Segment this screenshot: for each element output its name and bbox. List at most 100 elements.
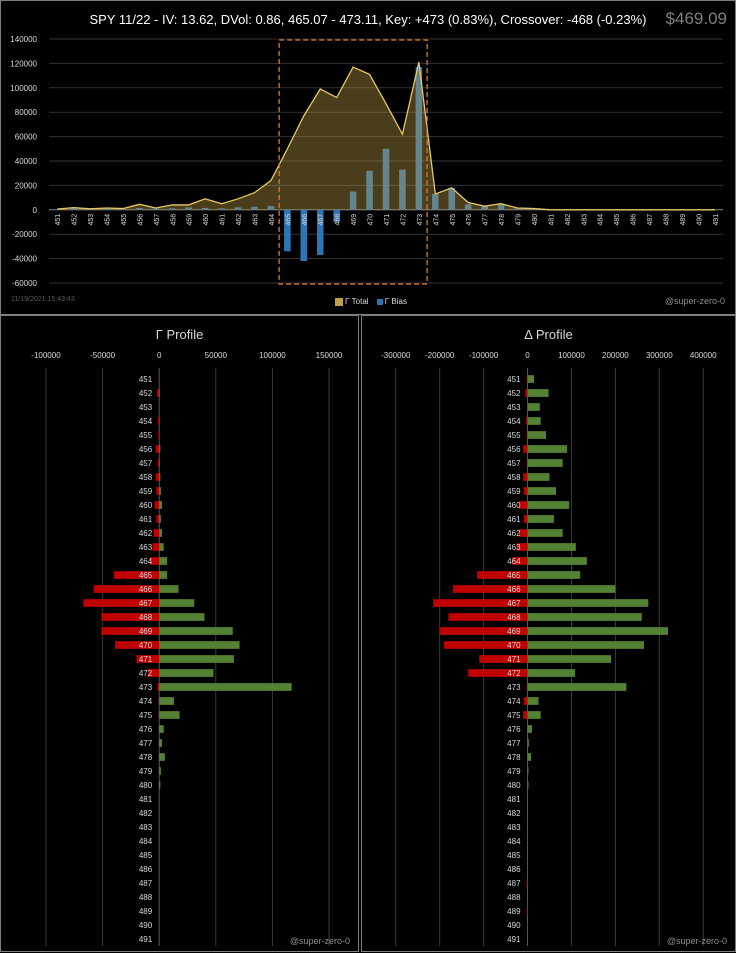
strike-label: 468: [139, 613, 153, 622]
negative-bar: [527, 431, 528, 439]
strike-label: 480: [507, 781, 521, 790]
positive-bar: [528, 711, 541, 719]
positive-bar: [528, 431, 546, 439]
strike-label: 457: [139, 459, 153, 468]
negative-bar: [526, 417, 527, 425]
strike-label: 455: [507, 431, 521, 440]
strike-label: 451: [139, 375, 153, 384]
gamma-total-chart-panel: SPY 11/22 - IV: 13.62, DVol: 0.86, 465.0…: [0, 0, 736, 315]
x-tick-label: 484: [598, 214, 605, 226]
negative-bar: [115, 641, 159, 649]
positive-bar: [159, 585, 178, 593]
strike-label: 489: [507, 907, 521, 916]
positive-bar: [159, 487, 161, 495]
strike-label: 491: [507, 935, 521, 944]
positive-bar: [159, 571, 167, 579]
x-tick-label: 480: [532, 214, 539, 226]
x-tick-label: 476: [466, 214, 473, 226]
positive-bar: [159, 767, 161, 775]
negative-bar: [152, 543, 159, 551]
x-tick-label: 479: [516, 214, 523, 226]
x-tick-label: -100000: [469, 351, 499, 360]
legend-total-label: Γ Total: [345, 297, 369, 306]
positive-bar: [159, 515, 161, 523]
strike-label: 452: [139, 389, 153, 398]
y-tick-label: 120000: [10, 59, 37, 68]
negative-bar: [158, 431, 159, 439]
negative-bar: [523, 445, 527, 453]
credit-top: @super-zero-0: [665, 296, 725, 306]
y-tick-label: -20000: [12, 230, 37, 239]
x-tick-label: 456: [137, 214, 144, 226]
strike-label: 467: [507, 599, 521, 608]
x-tick-label: 477: [483, 214, 490, 226]
x-tick-label: 472: [400, 214, 407, 226]
x-tick-label: -100000: [31, 351, 61, 360]
positive-bar: [528, 459, 563, 467]
positive-bar: [159, 641, 239, 649]
strike-label: 463: [507, 543, 521, 552]
positive-bar: [528, 557, 587, 565]
x-tick-label: 465: [285, 214, 292, 226]
positive-bar: [528, 501, 570, 509]
strike-label: 486: [139, 865, 153, 874]
x-tick-label: 489: [680, 214, 687, 226]
x-tick-label: 458: [170, 214, 177, 226]
x-tick-label: 0: [525, 351, 530, 360]
positive-bar: [528, 697, 539, 705]
x-tick-label: 150000: [316, 351, 343, 360]
strike-label: 464: [507, 557, 521, 566]
positive-bar: [159, 389, 160, 397]
positive-bar: [528, 753, 532, 761]
strike-label: 490: [139, 921, 153, 930]
negative-bar: [527, 403, 528, 411]
x-tick-label: 470: [368, 214, 375, 226]
positive-bar: [528, 571, 581, 579]
strike-label: 466: [507, 585, 521, 594]
strike-label: 473: [507, 683, 521, 692]
strike-label: 478: [139, 753, 153, 762]
strike-label: 488: [139, 893, 153, 902]
strike-label: 452: [507, 389, 521, 398]
strike-label: 490: [507, 921, 521, 930]
positive-bar: [159, 557, 167, 565]
strike-label: 480: [139, 781, 153, 790]
positive-bar: [528, 543, 576, 551]
positive-bar: [528, 725, 532, 733]
strike-label: 479: [507, 767, 521, 776]
x-tick-label: 455: [121, 214, 128, 226]
positive-bar: [528, 739, 529, 747]
x-tick-label: 490: [696, 214, 703, 226]
strike-label: 459: [507, 487, 521, 496]
positive-bar: [528, 655, 611, 663]
positive-bar: [528, 417, 541, 425]
negative-bar: [524, 487, 528, 495]
positive-bar: [528, 487, 557, 495]
y-tick-label: 100000: [10, 84, 37, 93]
positive-bar: [528, 627, 669, 635]
negative-bar: [158, 459, 159, 467]
positive-bar: [528, 669, 575, 677]
x-tick-label: 459: [187, 214, 194, 226]
negative-bar: [156, 473, 159, 481]
negative-bar: [158, 417, 159, 425]
strike-label: 475: [139, 711, 153, 720]
strike-label: 457: [507, 459, 521, 468]
strike-label: 485: [507, 851, 521, 860]
x-tick-label: 464: [269, 214, 276, 226]
legend-bias-label: Γ Bias: [385, 297, 407, 306]
x-tick-label: -300000: [381, 351, 411, 360]
positive-bar: [159, 683, 291, 691]
strike-label: 476: [139, 725, 153, 734]
positive-bar: [159, 473, 160, 481]
credit-right: @super-zero-0: [667, 936, 727, 946]
negative-bar: [156, 487, 159, 495]
x-tick-label: 474: [433, 214, 440, 226]
positive-bar: [528, 641, 644, 649]
strike-label: 455: [139, 431, 153, 440]
strike-label: 468: [507, 613, 521, 622]
positive-bar: [528, 403, 540, 411]
y-tick-label: 20000: [15, 181, 38, 190]
